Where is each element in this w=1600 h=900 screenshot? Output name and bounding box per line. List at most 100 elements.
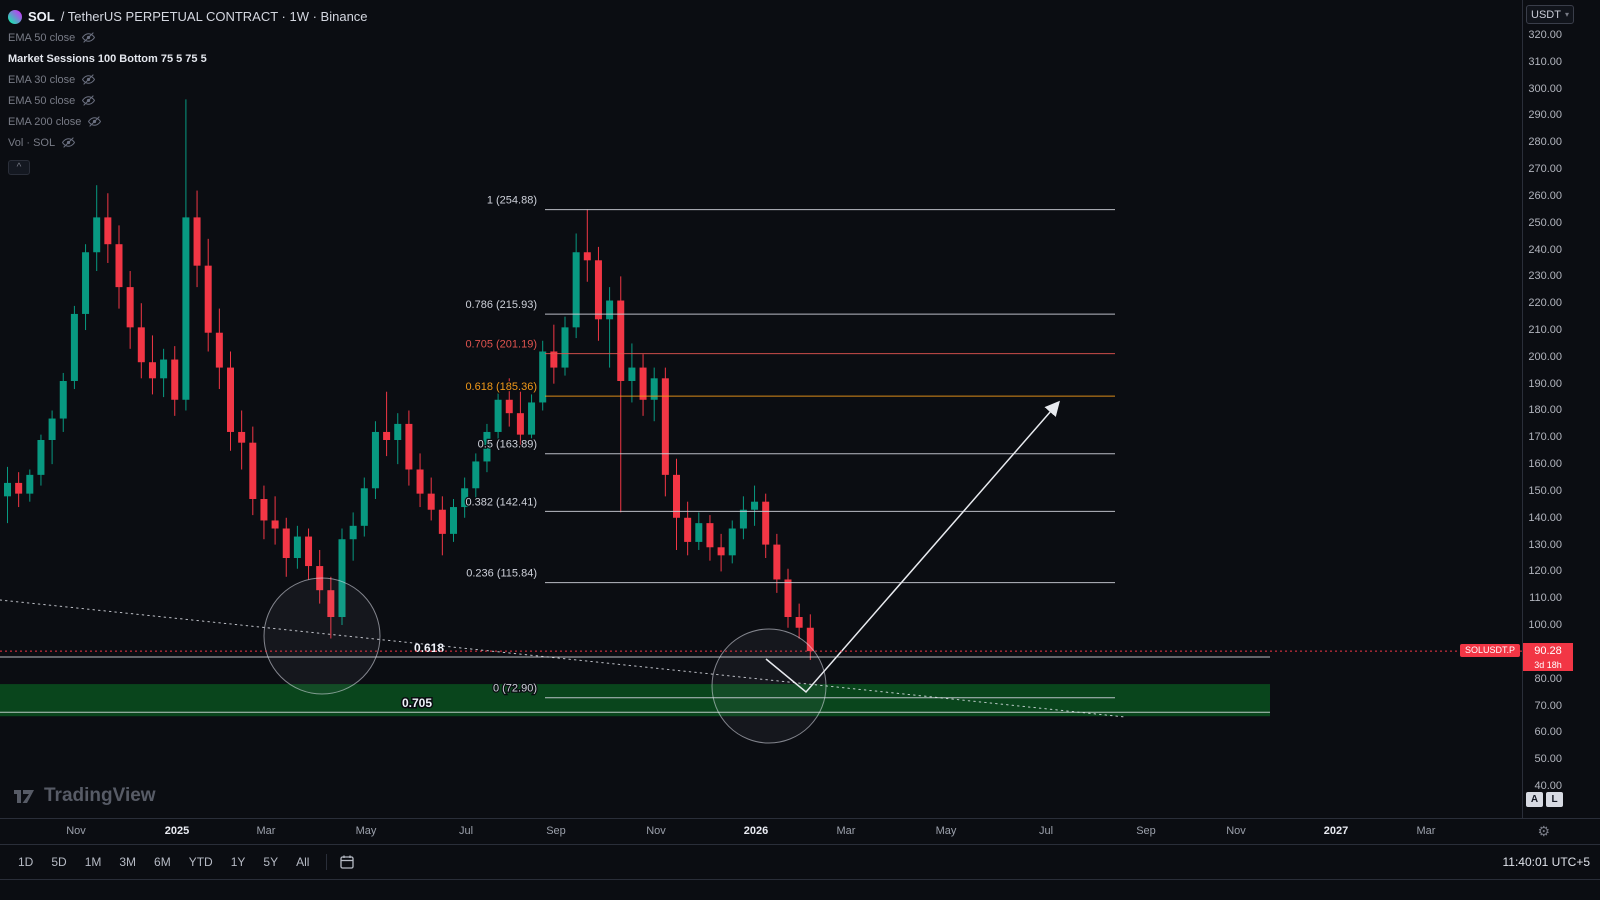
range-button-1y[interactable]: 1Y — [230, 855, 246, 869]
chart-canvas[interactable]: 0.618 0.705 1 (254.88) 0.786 (215.93) 0.705 … — [0, 0, 1522, 818]
price-tick: 130.00 — [1528, 538, 1562, 551]
eye-off-icon[interactable] — [62, 136, 76, 149]
candle-body — [360, 488, 368, 526]
price-axis[interactable]: USDT ▾ 320.00 310.00 300.00 290.00 280.00 270… — [1522, 0, 1600, 818]
tradingview-watermark: TradingView — [12, 784, 156, 808]
candle-body — [182, 217, 190, 400]
settings-gear-icon[interactable]: ⚙ — [1537, 823, 1550, 839]
fib-level-label: 1 (254.88) — [487, 195, 537, 207]
legend-item-ema200[interactable]: EMA 200 close — [8, 111, 368, 132]
fib-level-label: 0 (72.90) — [493, 683, 537, 695]
time-axis-label[interactable]: Nov — [66, 825, 86, 837]
symbol-title[interactable]: SOL / TetherUS PERPETUAL CONTRACT · 1W ·… — [8, 6, 368, 27]
auto-scale-button[interactable]: A — [1526, 792, 1543, 807]
time-axis-label[interactable]: 2025 — [164, 825, 190, 837]
currency-dropdown[interactable]: USDT ▾ — [1526, 5, 1574, 24]
candle-body — [249, 442, 257, 500]
go-to-date-button[interactable] — [336, 852, 358, 872]
price-tick: 190.00 — [1528, 377, 1562, 390]
fib-zone[interactable] — [0, 684, 1270, 717]
price-tick: 310.00 — [1528, 55, 1562, 68]
candle-body — [394, 423, 402, 440]
legend-item-market-sessions[interactable]: Market Sessions 100 Bottom 75 5 75 5 — [8, 48, 368, 69]
candle-body — [104, 217, 112, 245]
symbol-name: SOL — [28, 9, 55, 24]
legend-item-ema30[interactable]: EMA 30 close — [8, 69, 368, 90]
time-axis-label[interactable]: Mar — [256, 825, 276, 837]
eye-off-icon[interactable] — [88, 115, 102, 128]
time-axis[interactable]: Nov 2025 Mar May Jul Sep Nov 2026 Mar May Jul Sep No… — [0, 818, 1600, 844]
time-axis-label[interactable]: Jul — [458, 825, 474, 837]
candle-body — [784, 579, 792, 618]
fib-level-label: 0.236 (115.84) — [466, 568, 537, 580]
time-axis-label[interactable]: 2027 — [1323, 825, 1349, 837]
candle-body — [227, 367, 234, 432]
time-axis-label[interactable]: Nov — [1226, 825, 1246, 837]
price-tick: 170.00 — [1528, 431, 1562, 444]
range-button-6m[interactable]: 6M — [154, 855, 171, 869]
eye-off-icon[interactable] — [82, 73, 96, 86]
time-axis-label[interactable]: Sep — [1136, 825, 1156, 837]
price-tick: 320.00 — [1528, 29, 1562, 41]
legend-collapse-button[interactable]: ^ — [8, 160, 30, 175]
price-tick-list: 320.00 310.00 300.00 290.00 280.00 270.00 260.… — [1523, 0, 1600, 818]
candle-body — [661, 378, 669, 475]
candle-body — [405, 423, 413, 470]
eye-off-icon[interactable] — [82, 94, 96, 107]
fib-level-label: 0.5 (163.89) — [478, 439, 537, 451]
price-tick: 280.00 — [1528, 136, 1562, 149]
candle-body — [450, 507, 457, 534]
current-price-symbol-tag: SOLUSDT.P — [1459, 644, 1520, 658]
time-axis-label[interactable]: Mar — [1416, 825, 1436, 837]
candle-body — [762, 501, 770, 545]
candle-body — [528, 402, 536, 435]
eye-off-icon[interactable] — [82, 31, 96, 44]
bar-countdown-badge: 3d 18h — [1523, 659, 1573, 672]
price-tick: 100.00 — [1528, 619, 1562, 632]
range-button-3m[interactable]: 3M — [119, 855, 137, 869]
candle-body — [260, 499, 268, 521]
time-axis-label[interactable]: May — [355, 825, 377, 837]
candle-body — [137, 327, 145, 363]
range-button-all[interactable]: All — [296, 855, 310, 869]
candle-body — [728, 528, 736, 556]
time-axis-label[interactable]: Nov — [646, 825, 666, 837]
candle-body — [160, 359, 168, 379]
candle-body — [773, 544, 781, 580]
time-axis-label[interactable]: Mar — [836, 825, 856, 837]
legend-item-volume[interactable]: Vol · SOL — [8, 132, 368, 153]
candle-body — [739, 509, 747, 529]
arrow-drawing[interactable] — [765, 400, 1060, 694]
range-button-5d[interactable]: 5D — [51, 855, 67, 869]
price-tick: 120.00 — [1528, 565, 1562, 578]
legend-item-ema50-a[interactable]: EMA 50 close — [8, 27, 368, 48]
log-scale-button[interactable]: L — [1546, 792, 1563, 807]
price-tick: 50.00 — [1534, 753, 1562, 766]
extra-fib-label: 0.705 — [402, 696, 432, 710]
candle-body — [461, 488, 469, 508]
legend-item-ema50-b[interactable]: EMA 50 close — [8, 90, 368, 111]
range-button-ytd[interactable]: YTD — [188, 855, 213, 869]
price-tick: 150.00 — [1528, 484, 1562, 497]
range-button-1m[interactable]: 1M — [84, 855, 102, 869]
dotted-trendline[interactable] — [0, 599, 1126, 718]
current-price-badge: 90.28 — [1523, 643, 1573, 660]
time-axis-label[interactable]: Sep — [546, 825, 566, 837]
drawing-circle[interactable] — [263, 577, 381, 695]
candle-body — [48, 418, 56, 440]
chart-area[interactable]: 0.618 0.705 1 (254.88) 0.786 (215.93) 0.705 … — [0, 0, 1522, 818]
candle-body — [70, 313, 78, 381]
legend-item-label: Vol · SOL — [8, 136, 56, 149]
time-axis-label[interactable]: May — [935, 825, 957, 837]
range-button-1d[interactable]: 1D — [18, 855, 34, 869]
candle-body — [639, 367, 647, 400]
watermark-text: TradingView — [44, 785, 156, 806]
clock[interactable]: 11:40:01 UTC+5 — [1502, 855, 1591, 869]
time-axis-label[interactable]: Jul — [1038, 825, 1054, 837]
fib-level-label: 0.382 (142.41) — [465, 496, 537, 508]
range-button-5y[interactable]: 5Y — [263, 855, 279, 869]
price-tick: 60.00 — [1534, 726, 1562, 739]
drawing-circle[interactable] — [711, 628, 827, 744]
time-axis-label[interactable]: 2026 — [743, 825, 769, 837]
legend-panel: SOL / TetherUS PERPETUAL CONTRACT · 1W ·… — [8, 6, 368, 175]
